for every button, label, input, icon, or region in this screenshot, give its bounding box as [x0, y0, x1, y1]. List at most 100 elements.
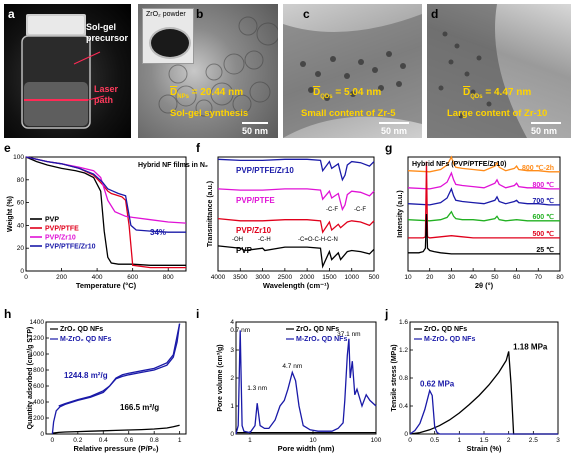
- tem-b: ZrO₂ powder b DNPs = 20.44 nm Sol-gel sy…: [138, 4, 278, 138]
- series-line-g-4: [408, 161, 560, 239]
- annotation-j: 1.18 MPa: [513, 342, 548, 351]
- sol-gel-precursor-label: Sol-gel precursor: [86, 22, 129, 43]
- chart-label-h: h: [4, 307, 11, 321]
- legend-label-i: ZrO₂ QD NFs: [296, 326, 339, 333]
- series-name-g: 600 ℃: [533, 213, 555, 221]
- chart-g: g 10 20 30 40 50 60 70 80 2θ (°) Intensity (a.u.) H…: [385, 141, 564, 290]
- y-tick-label-i: 0: [230, 431, 234, 438]
- large-content-caption: Large content of Zr-10: [447, 108, 548, 119]
- x-axis-label-e: Temperature (°C): [76, 281, 137, 290]
- x-tick-label-j: 3: [556, 437, 560, 444]
- photo-a-vial: a Sol-gel precursor Laser path: [4, 4, 131, 138]
- annotation-i: 0.7 nm: [230, 327, 250, 334]
- y-tick-label-h: 0: [40, 431, 44, 438]
- x-tick-label-g: 40: [470, 274, 478, 281]
- x-tick-label-g: 10: [404, 274, 412, 281]
- series-line-f-2: [217, 217, 375, 234]
- annotation-j: 0.62 MPa: [420, 380, 455, 389]
- x-tick-label-e: 200: [56, 274, 67, 281]
- y-tick-label-h: 200: [33, 415, 44, 422]
- x-tick-label-i: 100: [371, 437, 382, 444]
- y-tick-label-e: 20: [17, 245, 25, 252]
- tem-b-texture: [158, 16, 278, 117]
- x-tick-label-j: 2.5: [529, 437, 538, 444]
- chart-label-e: e: [4, 141, 11, 155]
- x-tick-label-g: 70: [535, 274, 543, 281]
- powder-dish: [149, 27, 191, 59]
- series-name-f: PVP: [236, 246, 253, 255]
- scale-label-b: 50 nm: [242, 126, 269, 136]
- x-tick-label-i: 10: [309, 437, 317, 444]
- annotation-i: 1.3 nm: [247, 385, 267, 392]
- series-line-g-3: [407, 210, 560, 222]
- x-tick-label-g: 30: [448, 274, 456, 281]
- peak-label-f: -OH: [232, 237, 243, 243]
- x-tick-label-h: 0.4: [99, 437, 108, 444]
- size-subscript-d: QDs: [470, 94, 483, 100]
- size-symbol: D: [170, 87, 178, 98]
- qds-size-label-d: DQDs = 4.47 nm: [463, 87, 531, 100]
- y-tick-label-h: 400: [33, 399, 44, 406]
- series-line-f-1: [217, 188, 375, 212]
- legend-label-j: M-ZrO₂ QD NFs: [424, 336, 475, 343]
- series-line-i-1: [235, 330, 377, 435]
- legend-label-j: ZrO₂ QD NFs: [424, 326, 467, 333]
- peak-label-f: -C-H: [258, 237, 271, 243]
- chart-f: f 4000 3500 3000 2500 2000 1500 1000 500 Waveleng…: [196, 141, 380, 290]
- series-line-g-2: [407, 187, 560, 206]
- zro2-powder-inset: ZrO₂ powder: [142, 8, 194, 64]
- y-tick-label-h: 1400: [30, 319, 45, 326]
- x-tick-label-j: 1.5: [479, 437, 488, 444]
- sol-gel-caption: Sol-gel synthesis: [170, 108, 249, 119]
- annotation-34pct-e: 34%: [150, 228, 166, 237]
- tem-c: c DQDs = 5.04 nm Small content of Zr-5 5…: [283, 4, 422, 138]
- peak-label-f: -C-F: [354, 207, 366, 213]
- x-tick-label-f: 4000: [211, 274, 226, 281]
- chart-label-g: g: [385, 141, 392, 155]
- annotation-h: 1244.8 m²/g: [64, 371, 108, 380]
- x-tick-label-e: 800: [163, 274, 174, 281]
- nps-size-label: DNPs = 20.44 nm: [170, 87, 243, 100]
- scale-bar-c: [379, 122, 409, 124]
- y-tick-label-h: 1200: [30, 335, 45, 342]
- scale-label-c: 50 nm: [381, 126, 408, 136]
- x-axis-label-h: Relative pressure (P/P₀): [73, 444, 159, 453]
- legend-label-e: PVP/PTFE/Zr10: [45, 244, 96, 251]
- size-symbol-d: D: [463, 87, 471, 98]
- panel-label-b: b: [196, 7, 204, 21]
- size-value-d: = 4.47 nm: [482, 87, 532, 98]
- size-subscript: NPs: [177, 94, 189, 100]
- series-line-e-2: [25, 156, 187, 224]
- chart-label-j: j: [384, 307, 388, 321]
- x-tick-label-f: 2000: [300, 274, 315, 281]
- x-tick-label-e: 400: [92, 274, 103, 281]
- y-axis-label-g: Intensity (a.u.): [397, 190, 404, 237]
- size-symbol-c: D: [313, 87, 321, 98]
- x-tick-label-f: 1000: [344, 274, 359, 281]
- x-tick-label-f: 500: [369, 274, 380, 281]
- y-axis-label-h: Quantity adsorbed (cm³/g STP): [27, 327, 34, 430]
- series-name-f: PVP/PTFE/Zr10: [236, 166, 294, 175]
- zro2-powder-label: ZrO₂ powder: [146, 11, 186, 18]
- series-line-g-5: [408, 213, 560, 255]
- y-tick-label-i: 1: [230, 403, 234, 410]
- size-value: = 20.44 nm: [188, 87, 244, 98]
- y-tick-label-e: 80: [17, 177, 25, 184]
- y-tick-label-i: 2: [230, 375, 234, 382]
- series-line-f-3: [217, 245, 375, 269]
- series-name-g: 800 ℃-2h: [522, 164, 554, 172]
- x-tick-label-f: 2500: [278, 274, 293, 281]
- y-tick-label-h: 1000: [30, 351, 45, 358]
- y-tick-label-e: 100: [13, 154, 24, 161]
- x-tick-label-e: 0: [24, 274, 28, 281]
- y-tick-label-i: 4: [230, 319, 234, 326]
- x-tick-label-h: 1: [178, 437, 182, 444]
- laser-path-label: Laser path: [94, 84, 119, 105]
- x-tick-label-h: 0.2: [73, 437, 82, 444]
- x-tick-label-h: 0.8: [150, 437, 159, 444]
- series-line-j-1: [409, 388, 558, 435]
- plot-frame-h: [45, 321, 187, 435]
- y-axis-label-f: Transmittance (a.u.): [207, 181, 214, 247]
- annotation-i: 4.7 nm: [282, 363, 302, 370]
- x-tick-label-i: 1: [248, 437, 252, 444]
